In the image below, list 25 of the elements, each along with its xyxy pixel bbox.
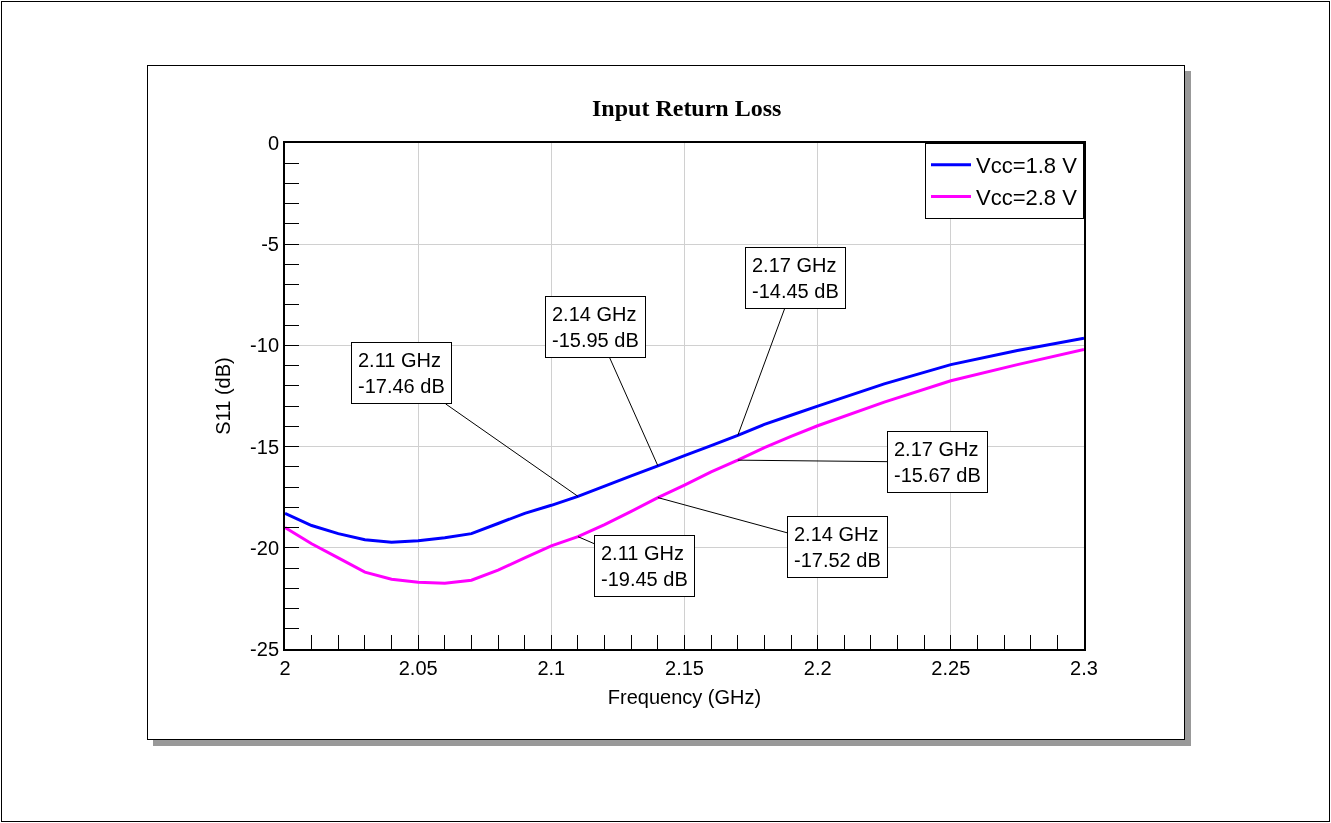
y-tick-label: -25 bbox=[250, 638, 279, 660]
x-tick-label: 2.2 bbox=[803, 657, 832, 679]
legend-label: Vcc=1.8 V bbox=[976, 153, 1078, 179]
line-series bbox=[285, 347, 1084, 585]
x-tick-label: 2.1 bbox=[537, 657, 566, 679]
annotation: 2.11 GHz -19.45 dB bbox=[601, 542, 688, 590]
y-tick-label: -15 bbox=[250, 435, 279, 458]
y-tick-label: -20 bbox=[250, 536, 279, 559]
x-tick-label: 2.25 bbox=[931, 657, 971, 679]
x-axis-title: Frequency (GHz) bbox=[607, 686, 762, 708]
annotation: 2.17 GHz -15.67 dB bbox=[894, 438, 981, 486]
x-tick-label: 2.15 bbox=[665, 657, 704, 679]
annotation: 2.14 GHz -17.52 dB bbox=[794, 523, 881, 571]
x-tick-label: 2.3 bbox=[1070, 657, 1098, 679]
y-axis-title: S11 (dB) bbox=[212, 357, 235, 435]
y-tick-label: -10 bbox=[250, 334, 279, 357]
annotation: 2.11 GHz -17.46 dB bbox=[358, 349, 445, 397]
annotation: 2.17 GHz -14.45 dB bbox=[752, 254, 839, 302]
annotation: 2.14 GHz -15.95 dB bbox=[552, 303, 639, 351]
y-tick-label: 0 bbox=[267, 132, 279, 154]
legend-label: Vcc=2.8 V bbox=[976, 184, 1078, 210]
x-tick-label: 2 bbox=[279, 657, 291, 679]
x-tick-label: 2.05 bbox=[398, 657, 438, 679]
y-tick-label: -5 bbox=[261, 233, 279, 256]
chart-title: Input Return Loss bbox=[592, 95, 782, 122]
